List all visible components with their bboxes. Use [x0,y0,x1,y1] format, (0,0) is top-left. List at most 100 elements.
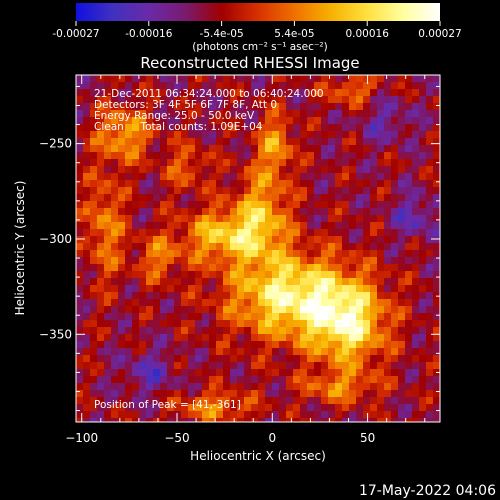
heatmap-cell [167,124,175,132]
heatmap-cell [97,187,105,195]
heatmap-cell [251,145,259,153]
heatmap-cell [181,362,189,370]
heatmap-cell [307,257,315,265]
heatmap-cell [300,243,308,251]
heatmap-cell [90,418,98,423]
heatmap-cell [370,187,378,195]
heatmap-cell [307,236,315,244]
heatmap-cell [363,411,371,419]
heatmap-cell [111,327,119,335]
heatmap-cell [125,348,133,356]
heatmap-cell [433,75,441,83]
heatmap-cell [209,243,217,251]
heatmap-cell [279,383,287,391]
heatmap-cell [188,117,196,125]
heatmap-cell [146,257,154,265]
heatmap-cell [335,257,343,265]
heatmap-cell [426,418,434,423]
heatmap-cell [419,418,427,423]
heatmap-cell [209,96,217,104]
heatmap-cell [188,334,196,342]
heatmap-cell [153,327,161,335]
heatmap-cell [405,348,413,356]
heatmap-cell [167,271,175,279]
heatmap-cell [237,278,245,286]
heatmap-cell [363,208,371,216]
heatmap-cell [167,96,175,104]
heatmap-cell [307,383,315,391]
heatmap-cell [167,376,175,384]
heatmap-cell [202,236,210,244]
heatmap-cell [209,208,217,216]
heatmap-cell [433,138,441,146]
heatmap-cell [391,418,399,423]
heatmap-cell [426,264,434,272]
heatmap-cell [209,257,217,265]
heatmap-cell [342,159,350,167]
heatmap-cell [412,404,420,412]
heatmap-cell [342,187,350,195]
heatmap-cell [132,173,140,181]
heatmap-cell [300,418,308,423]
heatmap-cell [90,341,98,349]
heatmap-cell [335,222,343,230]
heatmap-cell [244,173,252,181]
heatmap-cell [419,117,427,125]
heatmap-cell [244,320,252,328]
heatmap-cell [370,222,378,230]
heatmap-cell [363,110,371,118]
heatmap-cell [132,362,140,370]
heatmap-cell [83,96,91,104]
heatmap-cell [356,327,364,335]
heatmap-cell [76,75,84,83]
heatmap-cell [90,320,98,328]
heatmap-cell [412,152,420,160]
heatmap-cell [209,89,217,97]
heatmap-cell [244,306,252,314]
heatmap-cell [377,341,385,349]
heatmap-cell [279,187,287,195]
heatmap-cell [335,327,343,335]
heatmap-cell [391,243,399,251]
heatmap-cell [300,250,308,258]
heatmap-cell [118,159,126,167]
heatmap-cell [111,390,119,398]
heatmap-cell [377,201,385,209]
heatmap-cell [195,397,203,405]
heatmap-cell [104,131,112,139]
heatmap-cell [167,117,175,125]
heatmap-cell [237,348,245,356]
heatmap-cell [104,222,112,230]
heatmap-cell [118,355,126,363]
heatmap-cell [167,320,175,328]
heatmap-cell [433,334,441,342]
heatmap-cell [391,390,399,398]
heatmap-cell [279,376,287,384]
heatmap-cell [160,131,168,139]
heatmap-cell [391,201,399,209]
heatmap-cell [349,383,357,391]
heatmap-cell [328,208,336,216]
heatmap-cell [76,355,84,363]
heatmap-cell [118,250,126,258]
heatmap-cell [209,327,217,335]
heatmap-cell [216,264,224,272]
heatmap-cell [286,397,294,405]
heatmap-cell [230,215,238,223]
colorbar-tick-label: 5.4e-05 [274,28,314,40]
heatmap-cell [209,411,217,419]
heatmap-cell [188,138,196,146]
heatmap-cell [174,264,182,272]
heatmap-cell [174,383,182,391]
heatmap-cell [272,341,280,349]
heatmap-cell [167,187,175,195]
heatmap-cell [370,320,378,328]
heatmap-cell [188,194,196,202]
heatmap-cell [167,173,175,181]
heatmap-cell [419,222,427,230]
heatmap-cell [223,96,231,104]
heatmap-cell [111,334,119,342]
heatmap-cell [167,152,175,160]
heatmap-cell [167,250,175,258]
heatmap-cell [398,376,406,384]
